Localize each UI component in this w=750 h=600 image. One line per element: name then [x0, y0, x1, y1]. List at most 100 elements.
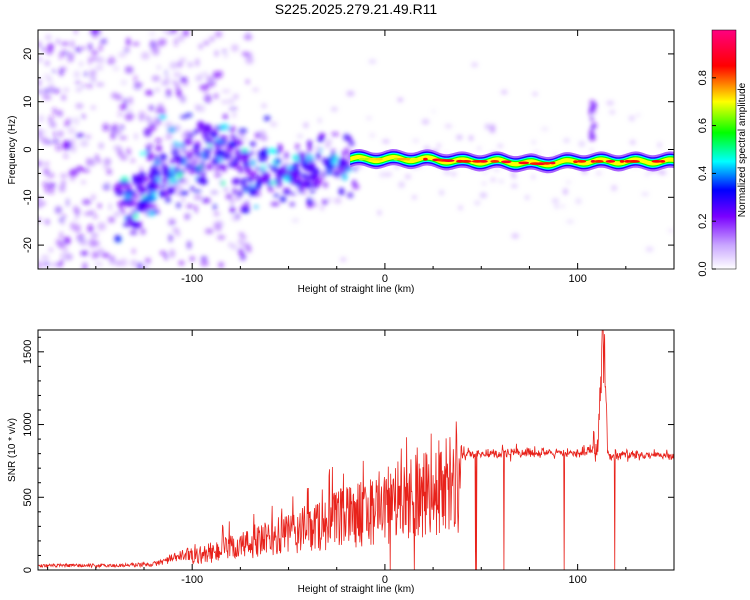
heatmap-noise-blob	[228, 98, 235, 105]
heatmap-noise-blob	[269, 121, 278, 127]
heatmap-signal-blob	[132, 214, 139, 219]
heatmap-noise-blob	[334, 197, 342, 204]
top-x-tick-label: 100	[568, 273, 586, 285]
heatmap-noise-blob	[43, 74, 51, 78]
heatmap-signal-blob	[176, 158, 181, 165]
heatmap-noise-blob	[178, 260, 185, 266]
heatmap-noise-blob	[81, 180, 86, 184]
heatmap-ridge-hotspot	[396, 157, 408, 161]
heatmap-noise-blob	[80, 251, 88, 255]
heatmap-signal-blob	[243, 188, 249, 193]
heatmap-noise-blob	[97, 222, 106, 231]
heatmap-noise-blob	[233, 94, 239, 99]
heatmap-noise-blob	[82, 261, 88, 269]
heatmap-noise-blob	[563, 138, 570, 143]
heatmap-signal-blob	[243, 153, 248, 161]
heatmap-signal-blob	[167, 126, 177, 133]
heatmap-noise-blob	[128, 109, 132, 113]
heatmap-noise-blob	[110, 131, 116, 140]
heatmap-signal-blob	[193, 129, 199, 134]
heatmap-signal-blob	[282, 170, 288, 174]
heatmap-noise-blob	[102, 183, 111, 191]
heatmap-signal-blob	[287, 165, 293, 171]
heatmap-noise-blob	[531, 175, 535, 179]
heatmap-signal-blob	[249, 150, 254, 156]
heatmap-signal-blob	[175, 143, 184, 147]
heatmap-signal-blob	[193, 147, 200, 153]
heatmap-noise-blob	[128, 97, 133, 102]
heatmap-signal-blob	[175, 155, 181, 160]
heatmap-signal-blob	[186, 133, 195, 137]
heatmap-noise-blob	[318, 117, 322, 124]
heatmap-noise-blob	[377, 210, 381, 216]
bottom-y-tick-label: 0	[22, 567, 34, 573]
heatmap-signal-blob	[201, 159, 205, 166]
heatmap-noise-blob	[501, 90, 508, 94]
bottom-y-tick-label: 1500	[22, 340, 34, 364]
heatmap-noise-blob	[554, 204, 560, 209]
heatmap-noise-blob	[61, 219, 65, 226]
bottom-x-tick-label: 0	[382, 574, 388, 586]
heatmap-noise-blob	[49, 123, 57, 127]
heatmap-noise-blob	[325, 139, 333, 144]
heatmap-noise-blob	[439, 189, 444, 196]
heatmap-signal-blob	[295, 143, 300, 151]
heatmap-noise-blob	[52, 139, 60, 144]
heatmap-signal-blob	[238, 166, 244, 174]
heatmap-noise-blob	[174, 37, 178, 47]
heatmap-signal-blob	[220, 123, 229, 131]
heatmap-noise-blob	[38, 56, 43, 63]
heatmap-noise-blob	[218, 70, 223, 78]
heatmap-signal-blob	[160, 178, 168, 183]
heatmap-noise-blob	[193, 195, 202, 200]
heatmap-signal-blob	[344, 137, 353, 141]
heatmap-signal-blob	[226, 195, 233, 199]
heatmap-noise-blob	[176, 186, 184, 191]
heatmap-noise-blob	[104, 181, 112, 185]
heatmap-noise-blob	[324, 143, 331, 148]
heatmap-signal-blob	[222, 114, 228, 120]
heatmap-signal-blob	[345, 147, 349, 153]
heatmap-signal-blob	[352, 167, 358, 171]
heatmap-noise-blob	[119, 103, 122, 110]
heatmap-signal-blob	[221, 155, 225, 161]
heatmap-noise-blob	[120, 258, 128, 267]
heatmap-signal-blob	[309, 190, 315, 194]
heatmap-signal-blob	[165, 171, 171, 179]
heatmap-signal-blob	[161, 183, 166, 190]
heatmap-noise-blob	[171, 80, 178, 85]
heatmap-noise-blob	[38, 41, 43, 48]
heatmap-noise-blob	[296, 134, 304, 139]
heatmap-signal-blob	[338, 187, 345, 196]
colorbar-tick-label: 0.6	[697, 118, 709, 133]
heatmap-noise-blob	[214, 50, 219, 57]
heatmap-noise-blob	[110, 125, 115, 133]
heatmap-signal-blob	[155, 138, 162, 143]
heatmap-noise-blob	[340, 257, 347, 262]
heatmap-noise-blob	[45, 219, 50, 225]
heatmap-noise-blob	[197, 105, 206, 113]
heatmap-noise-blob	[63, 87, 70, 93]
heatmap-noise-blob	[51, 69, 57, 74]
heatmap-noise-blob	[469, 135, 473, 141]
heatmap-signal-blob	[128, 214, 133, 220]
heatmap-signal-blob	[186, 204, 194, 209]
heatmap-signal-blob	[321, 157, 329, 164]
heatmap-noise-blob	[44, 162, 49, 166]
heatmap-signal-blob	[244, 167, 251, 172]
heatmap-signal-blob	[159, 159, 164, 164]
heatmap-noise-blob	[456, 135, 463, 140]
heatmap-noise-blob	[302, 190, 307, 196]
heatmap-noise-blob	[214, 173, 222, 178]
heatmap-noise-blob	[124, 66, 134, 74]
heatmap-noise-blob	[482, 181, 486, 186]
heatmap-signal-blob	[196, 152, 202, 157]
heatmap-signal-blob	[139, 151, 147, 156]
heatmap-noise-blob	[397, 98, 403, 102]
heatmap-noise-blob	[161, 80, 170, 86]
heatmap-signal-blob	[592, 107, 596, 112]
heatmap-signal-blob	[180, 156, 185, 162]
heatmap-ridge-band	[350, 155, 674, 168]
